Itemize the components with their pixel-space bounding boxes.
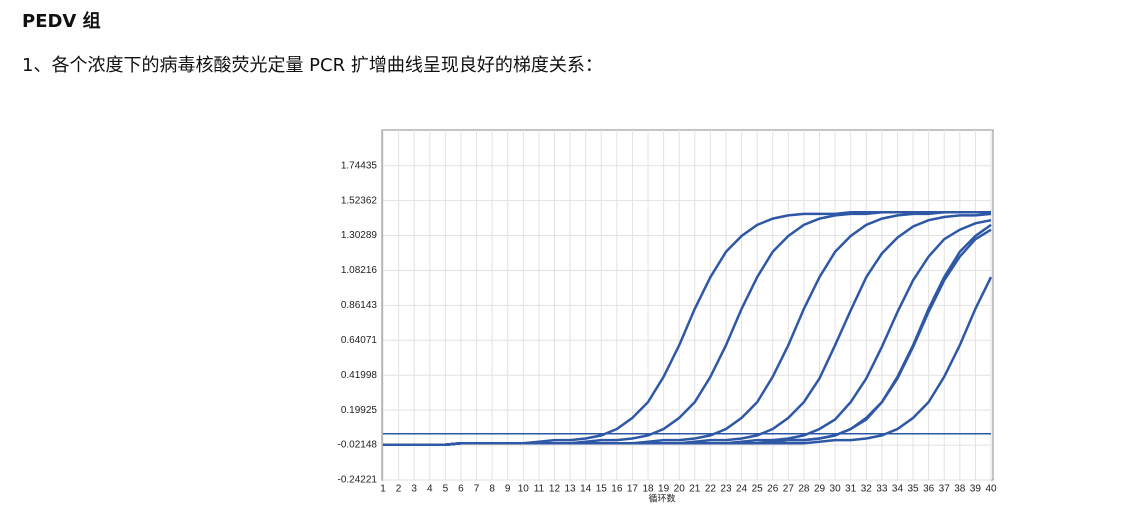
x-tick-label: 23 xyxy=(720,484,732,495)
x-tick-label: 12 xyxy=(549,484,561,495)
x-tick-label: 40 xyxy=(985,484,997,495)
paragraph: 1、各个浓度下的病毒核酸荧光定量 PCR 扩增曲线呈现良好的梯度关系： xyxy=(22,55,603,76)
x-tick-label: 20 xyxy=(674,484,686,495)
x-tick-label: 13 xyxy=(565,484,577,495)
x-tick-label: 29 xyxy=(814,484,826,495)
x-tick-label: 4 xyxy=(427,484,433,495)
x-tick-label: 31 xyxy=(845,484,857,495)
y-tick-label: 0.86143 xyxy=(341,300,378,311)
x-tick-label: 15 xyxy=(596,484,608,495)
x-tick-label: 25 xyxy=(752,484,764,495)
y-tick-label: 1.30289 xyxy=(341,230,378,241)
x-tick-label: 5 xyxy=(443,484,449,495)
x-tick-label: 32 xyxy=(861,484,873,495)
marks xyxy=(383,211,993,447)
x-tick-label: 24 xyxy=(736,484,748,495)
y-tick-label: 0.41998 xyxy=(341,370,378,381)
x-tick-label: 36 xyxy=(923,484,935,495)
x-tick-label: 6 xyxy=(458,484,464,495)
y-tick-label: 1.52362 xyxy=(341,195,378,206)
y-tick-label: -0.02148 xyxy=(338,440,378,451)
x-tick-label: 27 xyxy=(783,484,795,495)
x-tick-label: 37 xyxy=(939,484,951,495)
x-tick-label: 22 xyxy=(705,484,717,495)
y-tick-label: 0.19925 xyxy=(341,405,378,416)
x-tick-label: 17 xyxy=(627,484,639,495)
x-tick-label: 26 xyxy=(767,484,779,495)
x-tick-label: 3 xyxy=(411,484,417,495)
x-tick-label: 16 xyxy=(611,484,623,495)
x-tick-label: 18 xyxy=(642,484,654,495)
x-tick-label: 1 xyxy=(380,484,386,495)
y-tick-label: 1.08216 xyxy=(341,265,378,276)
grid: -0.24221 -0.02148 0.19925 0.41998 0.64071 0.8… xyxy=(338,130,997,495)
x-tick-label: 28 xyxy=(798,484,810,495)
x-tick-label: 11 xyxy=(534,484,545,495)
x-tick-label: 34 xyxy=(892,484,904,495)
amplification-curve xyxy=(383,276,993,447)
x-tick-label: 19 xyxy=(658,484,670,495)
x-tick-label: 21 xyxy=(689,484,701,495)
x-tick-label: 2 xyxy=(396,484,402,495)
x-tick-label: 30 xyxy=(830,484,842,495)
x-tick-label: 8 xyxy=(489,484,495,495)
x-tick-label: 14 xyxy=(580,484,592,495)
y-tick-label: 0.64071 xyxy=(341,335,378,346)
section-title: PEDV 组 xyxy=(22,10,101,32)
x-tick-label: 35 xyxy=(907,484,919,495)
x-tick-label: 33 xyxy=(876,484,888,495)
x-tick-label: 10 xyxy=(518,484,530,495)
x-tick-label: 39 xyxy=(970,484,982,495)
x-tick-label: 7 xyxy=(474,484,480,495)
x-tick-label: 9 xyxy=(505,484,511,495)
y-tick-label: 1.74435 xyxy=(341,160,378,171)
x-axis-label: 循环数 xyxy=(648,493,675,505)
x-tick-label: 38 xyxy=(954,484,966,495)
y-tick-label: -0.24221 xyxy=(338,475,378,486)
